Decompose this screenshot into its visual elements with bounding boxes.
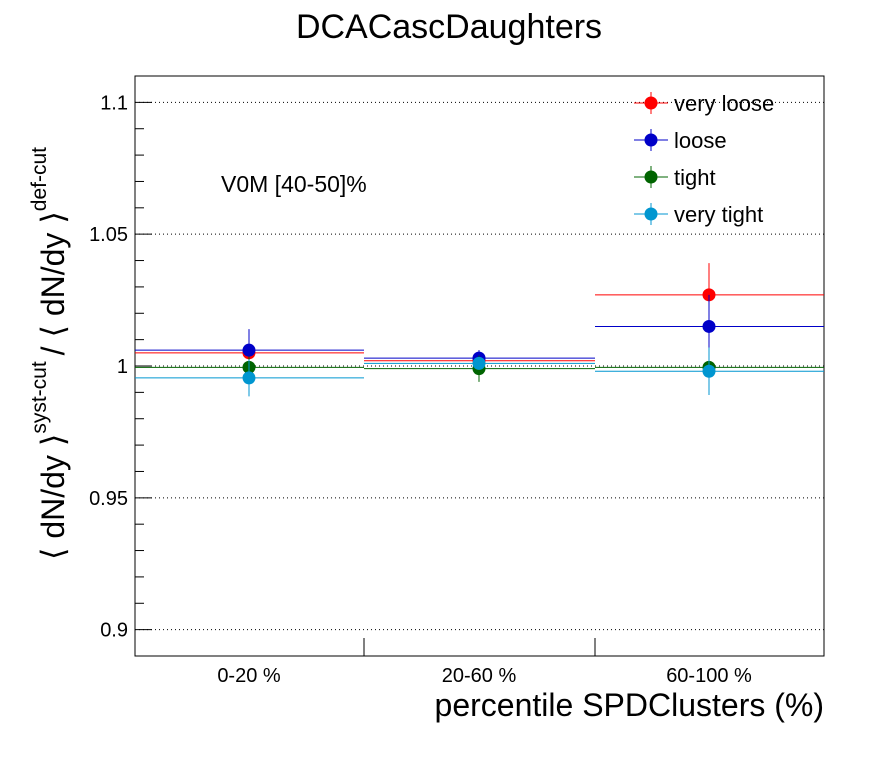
x-axis: 0-20 % 20-60 % 60-100 % — [217, 638, 752, 687]
legend-marker — [644, 170, 658, 184]
y-tick-label: 1.05 — [89, 224, 128, 246]
legend-marker — [644, 207, 658, 221]
y-tick-label: 0.95 — [89, 488, 128, 510]
x-axis-label: percentile SPDClusters (%) — [435, 687, 824, 723]
y-tick-label: 0.9 — [100, 620, 128, 642]
svg-text:⟨ dN/dy ⟩syst-cut/ ⟨ dN/dy ⟩de: ⟨ dN/dy ⟩syst-cut / ⟨ dN/dy ⟩def-cut — [28, 147, 71, 560]
chart-title: DCACascDaughters — [296, 8, 602, 46]
legend-label: very loose — [674, 91, 774, 116]
y-axis-label: ⟨ dN/dy ⟩syst-cut / ⟨ dN/dy ⟩def-cut — [28, 147, 71, 560]
legend-marker — [644, 133, 658, 147]
y-tick-label: 1 — [117, 356, 128, 378]
series-layer — [135, 263, 824, 397]
y-label-sup-den: def-cut — [28, 147, 51, 211]
data-point — [242, 343, 256, 357]
data-point — [472, 356, 486, 370]
y-label-sup-num: syst-cut — [28, 361, 51, 434]
y-axis: 0.9 0.95 1 1.05 1.1 — [89, 75, 152, 657]
data-point — [702, 364, 716, 378]
x-tick-label: 60-100 % — [666, 665, 752, 687]
annotation-v0m: V0M [40-50]% — [221, 171, 367, 197]
legend-label: loose — [674, 128, 727, 153]
legend-label: tight — [674, 165, 716, 190]
data-point — [242, 371, 256, 385]
x-tick-label: 0-20 % — [217, 665, 281, 687]
y-label-denominator: / ⟨ dN/dy ⟩ — [35, 211, 71, 355]
legend-label: very tight — [674, 202, 763, 227]
data-point — [702, 319, 716, 333]
y-label-numerator: ⟨ dN/dy ⟩ — [35, 434, 71, 560]
x-tick-label: 20-60 % — [442, 665, 517, 687]
legend-marker — [644, 96, 658, 110]
series-very-tight — [135, 347, 824, 397]
y-tick-label: 1.1 — [100, 92, 128, 114]
legend: very loose loose tight very tight — [634, 91, 774, 227]
